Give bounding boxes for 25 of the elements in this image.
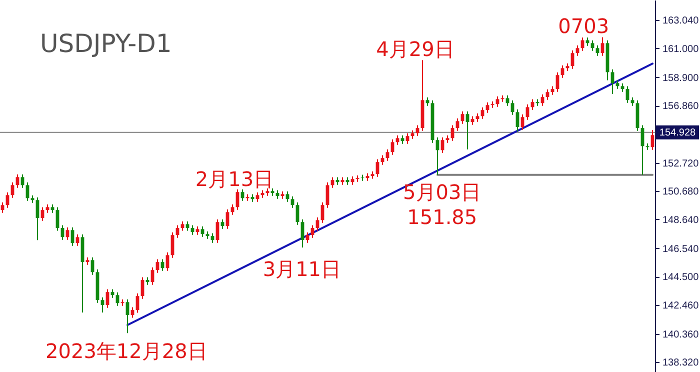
candlestick — [180, 220, 184, 232]
y-tick-label: 150.680 — [662, 186, 700, 198]
annotation: 5月03日 — [403, 180, 482, 204]
y-tick-label: 163.040 — [662, 16, 700, 27]
annotation: 2月13日 — [195, 167, 274, 192]
annotation: 2023年12月28日 — [46, 338, 208, 363]
ref-line-label: 154.928 — [659, 127, 696, 138]
annotation: 0703 — [558, 14, 610, 38]
y-tick-label: 146.540 — [662, 244, 700, 255]
y-tick-label: 161.000 — [662, 44, 700, 55]
y-tick-label: 142.460 — [662, 300, 700, 312]
candlestick — [186, 220, 190, 232]
annotation: 4月29日 — [376, 36, 454, 61]
y-tick-label: 144.500 — [662, 272, 700, 284]
y-tick-label: 152.720 — [662, 158, 700, 170]
candlestick — [580, 36, 584, 52]
y-tick-label: 158.900 — [662, 72, 700, 84]
text: USDJPY-D1 — [40, 29, 172, 58]
y-tick-label: 156.860 — [662, 101, 700, 112]
y-tick-label: 148.640 — [662, 214, 700, 226]
annotation: 3月11日 — [262, 257, 342, 282]
y-tick-label: 140.360 — [662, 329, 700, 340]
annotation: 151.85 — [407, 204, 478, 229]
y-tick-label: 138.320 — [662, 358, 700, 369]
candlestick — [316, 216, 320, 232]
